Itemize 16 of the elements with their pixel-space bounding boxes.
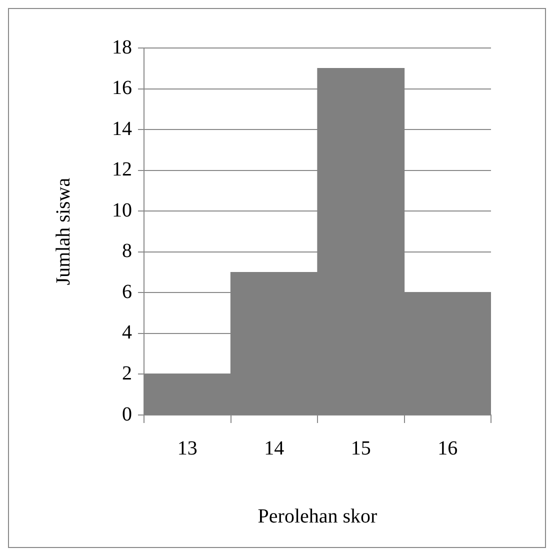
x-tick-label: 16 (438, 437, 458, 460)
x-tick-label: 14 (264, 437, 284, 460)
x-axis-title: Perolehan skor (258, 505, 378, 528)
y-axis-title: Jumlah siswa (52, 178, 74, 286)
y-tick-label: 8 (122, 240, 132, 262)
y-tick-label: 12 (112, 158, 132, 181)
y-tick-label: 0 (122, 403, 132, 426)
y-tick-label: 16 (112, 77, 132, 100)
y-tick-label: 4 (122, 322, 132, 344)
x-tick-label: 15 (350, 437, 371, 460)
y-tick-label: 6 (122, 280, 132, 303)
y-tick-label: 18 (112, 36, 132, 58)
y-tick-label: 2 (122, 362, 132, 384)
y-tick-label: 14 (112, 118, 132, 140)
y-tick-label: 10 (112, 199, 132, 222)
x-tick-label: 13 (177, 437, 198, 460)
